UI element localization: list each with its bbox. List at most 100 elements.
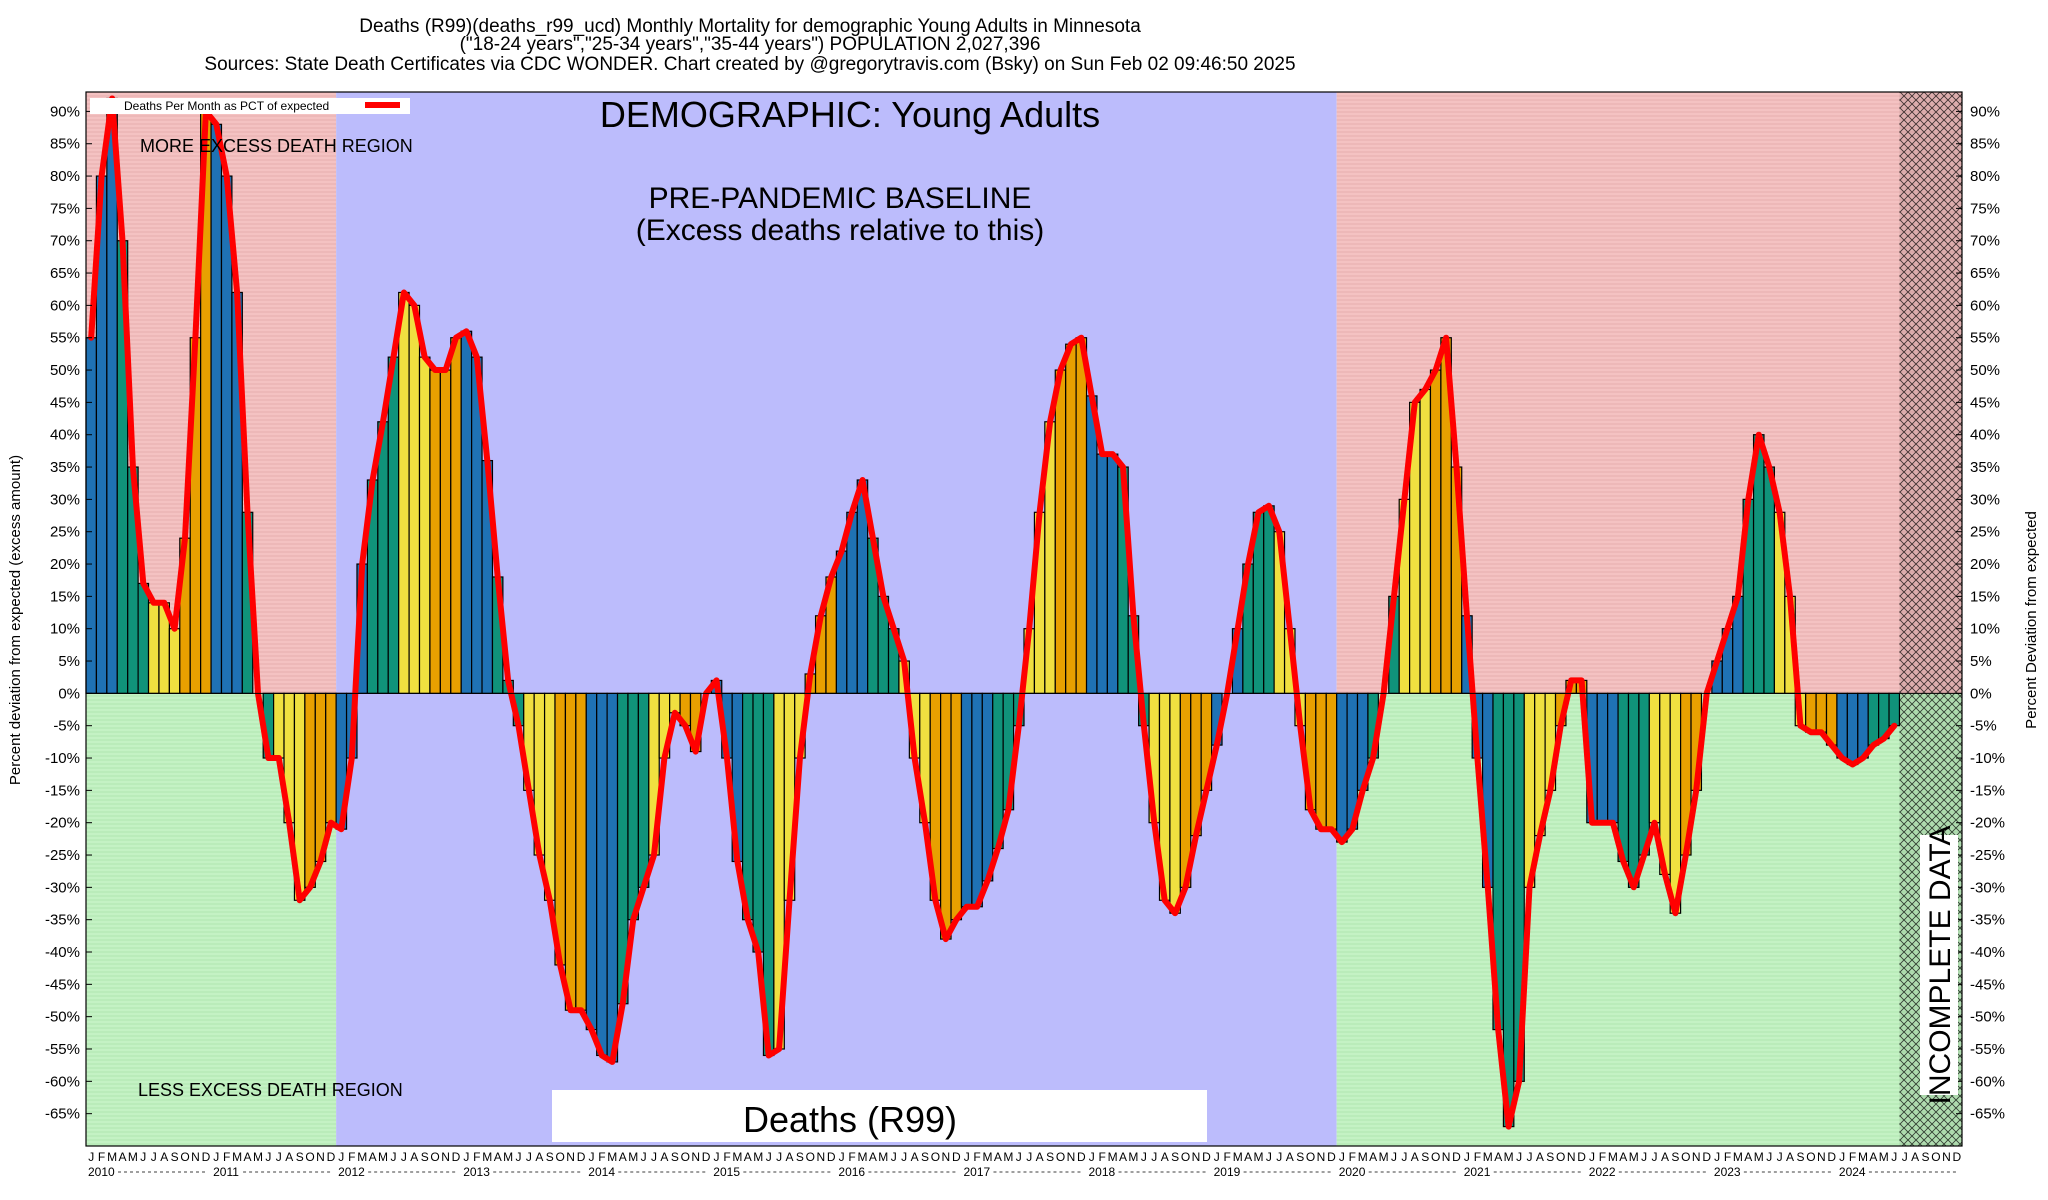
x-month-label: M <box>1483 1150 1493 1164</box>
x-month-label: A <box>1161 1150 1169 1164</box>
x-month-label: M <box>732 1150 742 1164</box>
y-tick-label: -60% <box>45 1073 80 1090</box>
x-month-label: A <box>785 1150 793 1164</box>
x-month-label: A <box>1494 1150 1502 1164</box>
month-bar <box>147 602 160 694</box>
x-month-label: S <box>796 1150 804 1164</box>
month-bar <box>1836 692 1848 759</box>
x-month-label: D <box>452 1150 461 1164</box>
month-bar <box>418 356 431 694</box>
x-month-label: D <box>1202 1150 1211 1164</box>
x-month-label: M <box>107 1150 117 1164</box>
x-year-label: 2020 <box>1339 1165 1366 1179</box>
y-tick-label: 15% <box>50 588 80 605</box>
x-month-label: N <box>1692 1150 1701 1164</box>
x-month-label: M <box>983 1150 993 1164</box>
x-month-label: M <box>628 1150 638 1164</box>
month-bar <box>971 692 983 908</box>
x-month-label: A <box>1244 1150 1252 1164</box>
month-bar <box>1263 505 1275 694</box>
x-month-label: J <box>766 1150 772 1164</box>
chart-title: Deaths (R99)(deaths_r99_ucd) Monthly Mor… <box>359 16 1141 37</box>
x-month-label: F <box>348 1150 355 1164</box>
legend: Deaths Per Month as PCT of expected <box>90 98 410 114</box>
x-month-label: M <box>482 1150 492 1164</box>
x-month-label: O <box>305 1150 314 1164</box>
chart-subtitle: ("18-24 years","25-34 years","35-44 year… <box>460 34 1041 55</box>
month-bar <box>1085 395 1098 694</box>
x-month-label: O <box>1681 1150 1690 1164</box>
x-month-label: M <box>1733 1150 1743 1164</box>
month-bar <box>1502 692 1515 1128</box>
x-year-label: 2010 <box>88 1165 115 1179</box>
x-month-label: S <box>1421 1150 1429 1164</box>
y-tick-label: 65% <box>50 265 80 282</box>
y-tick-label: -15% <box>45 782 80 799</box>
x-month-label: M <box>1254 1150 1264 1164</box>
y-tick-label: 65% <box>1970 265 2000 282</box>
month-bar <box>1315 692 1327 830</box>
x-month-label: A <box>911 1150 919 1164</box>
x-month-label: S <box>296 1150 304 1164</box>
incomplete-data-label: INCOMPLETE DATA <box>1924 826 1957 1105</box>
y-tick-label: -20% <box>45 815 80 832</box>
y-tick-label: 55% <box>1970 330 2000 347</box>
x-month-label: A <box>744 1150 752 1164</box>
y-axis-right-title: Percent Deviation from expected <box>2023 511 2040 729</box>
x-month-label: O <box>1556 1150 1565 1164</box>
month-bar <box>950 692 963 921</box>
month-bar <box>606 692 619 1063</box>
month-bar <box>1638 692 1650 856</box>
x-month-label: M <box>753 1150 763 1164</box>
x-month-label: J <box>891 1150 897 1164</box>
x-month-label: F <box>98 1150 105 1164</box>
x-month-label: M <box>1608 1150 1618 1164</box>
x-month-label: F <box>848 1150 855 1164</box>
x-month-label: J <box>526 1150 532 1164</box>
month-bar <box>1336 692 1348 843</box>
x-month-label: J <box>391 1150 397 1164</box>
x-year-label: 2023 <box>1714 1165 1741 1179</box>
x-month-label: J <box>1652 1150 1658 1164</box>
x-month-label: J <box>1839 1150 1845 1164</box>
y-tick-label: 5% <box>1970 653 1992 670</box>
y-tick-label: 45% <box>1970 394 2000 411</box>
x-month-label: M <box>1233 1150 1243 1164</box>
series-line <box>88 95 1898 1130</box>
x-month-label: D <box>952 1150 961 1164</box>
x-month-label: A <box>1119 1150 1127 1164</box>
x-month-label: J <box>1777 1150 1783 1164</box>
x-month-label: J <box>140 1150 146 1164</box>
x-month-label: A <box>1036 1150 1044 1164</box>
month-bar <box>981 692 994 882</box>
x-month-label: F <box>1474 1150 1481 1164</box>
y-tick-label: 60% <box>50 297 80 314</box>
month-bar <box>637 692 650 888</box>
x-month-label: F <box>1724 1150 1731 1164</box>
y-tick-label: -35% <box>45 912 80 929</box>
y-tick-label: -55% <box>1970 1041 2005 1058</box>
x-month-label: O <box>1181 1150 1190 1164</box>
x-month-label: S <box>421 1150 429 1164</box>
y-tick-label: -20% <box>1970 815 2005 832</box>
y-axis-left: 90% 85% 80% 75% 70% 65% 60% 55% 50% 45% 40% 35% 30% 2… <box>45 103 92 1123</box>
x-month-label: N <box>941 1150 950 1164</box>
x-month-label: M <box>607 1150 617 1164</box>
x-month-label: A <box>1911 1150 1919 1164</box>
x-month-label: O <box>430 1150 439 1164</box>
x-month-label: N <box>1567 1150 1576 1164</box>
x-month-label: N <box>441 1150 450 1164</box>
y-tick-label: -60% <box>1970 1073 2005 1090</box>
x-month-label: A <box>1369 1150 1377 1164</box>
x-month-label: D <box>1702 1150 1711 1164</box>
month-bar <box>835 550 848 694</box>
y-axis-right: 90% 85% 80% 75% 70% 65% 60% 55% 50% 45% 40% 35% 30% 2… <box>1956 103 2005 1123</box>
x-month-label: M <box>232 1150 242 1164</box>
month-bar <box>314 692 327 863</box>
x-month-label: A <box>369 1150 377 1164</box>
x-month-label: J <box>88 1150 94 1164</box>
x-month-label: J <box>1527 1150 1533 1164</box>
y-tick-label: 20% <box>1970 556 2000 573</box>
x-month-label: J <box>1464 1150 1470 1164</box>
less-excess-region-label: LESS EXCESS DEATH REGION <box>138 1080 403 1100</box>
